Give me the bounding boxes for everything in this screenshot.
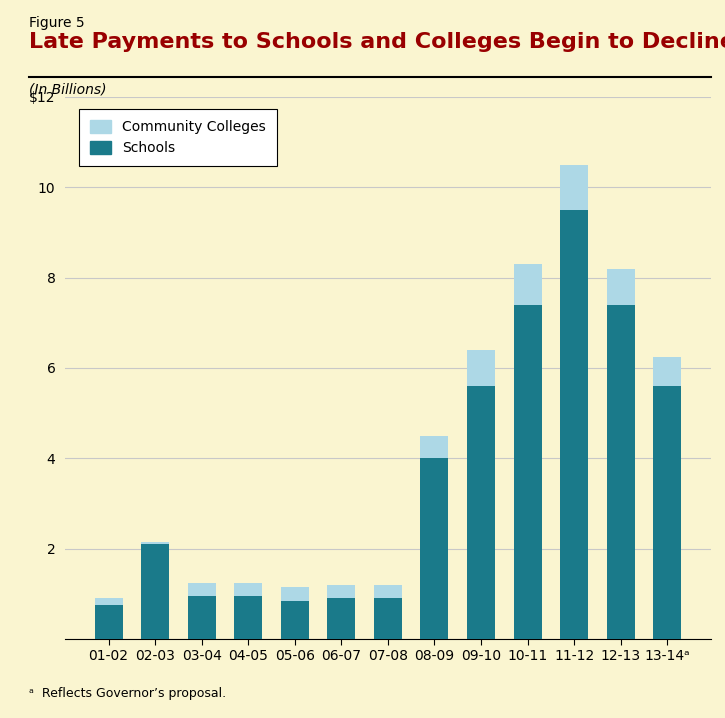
- Bar: [141, 544, 169, 639]
- Bar: [513, 264, 542, 304]
- Text: Late Payments to Schools and Colleges Begin to Decline: Late Payments to Schools and Colleges Be…: [29, 32, 725, 52]
- Bar: [94, 598, 123, 605]
- Text: (In Billions): (In Billions): [29, 83, 107, 96]
- Bar: [234, 596, 262, 639]
- Bar: [560, 164, 588, 210]
- Bar: [560, 210, 588, 639]
- Bar: [653, 386, 682, 639]
- Bar: [281, 601, 309, 639]
- Bar: [420, 458, 448, 639]
- Bar: [328, 598, 355, 639]
- Bar: [234, 582, 262, 596]
- Bar: [141, 542, 169, 544]
- Bar: [607, 304, 634, 639]
- Bar: [374, 598, 402, 639]
- Bar: [467, 350, 495, 386]
- Bar: [281, 587, 309, 601]
- Bar: [607, 269, 634, 304]
- Bar: [653, 357, 682, 386]
- Bar: [94, 605, 123, 639]
- Bar: [420, 436, 448, 458]
- Bar: [513, 304, 542, 639]
- Bar: [188, 596, 215, 639]
- Bar: [467, 386, 495, 639]
- Legend: Community Colleges, Schools: Community Colleges, Schools: [78, 109, 276, 167]
- Bar: [328, 584, 355, 598]
- Bar: [374, 584, 402, 598]
- Text: ᵃ  Reflects Governor’s proposal.: ᵃ Reflects Governor’s proposal.: [29, 687, 226, 700]
- Bar: [188, 582, 215, 596]
- Text: Figure 5: Figure 5: [29, 16, 85, 29]
